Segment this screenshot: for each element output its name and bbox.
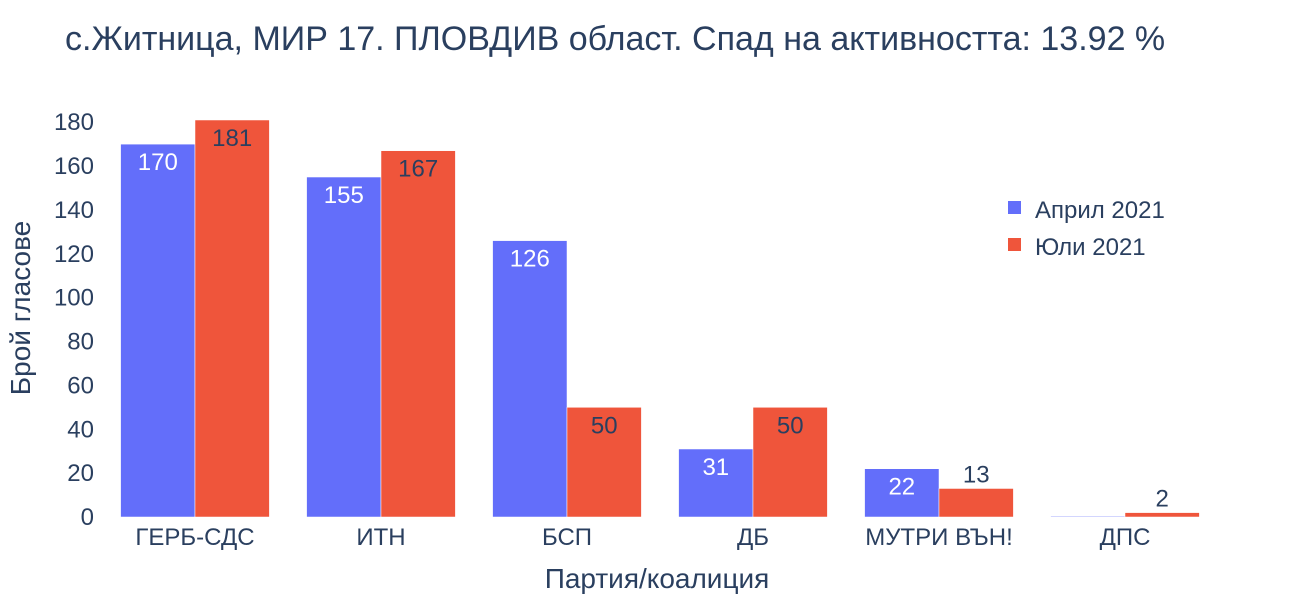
bar-july-2021 (194, 119, 270, 518)
bar-april-2021 (306, 176, 382, 518)
legend: Април 2021 Юли 2021 (1008, 197, 1165, 261)
bar-value-label: 126 (510, 246, 550, 273)
x-tick-label: ДБ (737, 524, 769, 551)
bar-value-label: 167 (398, 156, 438, 183)
bar-value-label: 50 (591, 412, 618, 439)
bar-july-2021 (1124, 512, 1200, 518)
bar-july-2021 (752, 407, 828, 518)
bar-value-label: 2 (1156, 486, 1169, 513)
y-tick-label: 160 (54, 153, 94, 180)
bar-july-2021 (380, 150, 456, 518)
bar-value-label: 22 (888, 474, 915, 501)
bar-value-label: 155 (324, 182, 364, 209)
bar-april-2021 (678, 448, 754, 518)
x-axis-title: Партия/коалиция (545, 563, 770, 594)
bar-july-2021 (566, 407, 642, 518)
y-tick-label: 140 (54, 197, 94, 224)
x-axis: ГЕРБ-СДС ИТН БСП ДБ МУТРИ ВЪН! ДПС (135, 524, 1150, 551)
x-tick-label: МУТРИ ВЪН! (865, 524, 1012, 551)
chart-title: с.Житница, МИР 17. ПЛОВДИВ област. Спад … (65, 20, 1165, 58)
bar-value-label: 170 (138, 149, 178, 176)
y-axis-title: Брой гласове (5, 221, 36, 395)
legend-label: Юли 2021 (1035, 234, 1146, 261)
legend-label: Април 2021 (1035, 197, 1165, 224)
x-tick-label: ГЕРБ-СДС (135, 524, 254, 551)
bar-april-2021 (492, 240, 568, 518)
bar-value-label: 31 (702, 454, 729, 481)
y-tick-label: 0 (81, 504, 94, 531)
y-tick-label: 80 (67, 329, 94, 356)
x-tick-label: ИТН (356, 524, 405, 551)
bar-april-2021 (1050, 515, 1126, 518)
bar-july-2021 (938, 488, 1014, 518)
y-tick-label: 180 (54, 109, 94, 136)
x-tick-label: БСП (542, 524, 592, 551)
bar-value-label: 13 (963, 461, 990, 488)
y-tick-label: 40 (67, 416, 94, 443)
y-tick-label: 120 (54, 241, 94, 268)
y-tick-label: 100 (54, 285, 94, 312)
bar-april-2021 (120, 143, 196, 518)
legend-swatch (1008, 201, 1021, 214)
bar-april-2021 (864, 468, 940, 518)
bars: 170 181 155 167 126 50 31 50 22 13 2 (120, 119, 1200, 518)
bar-value-label: 181 (212, 125, 252, 152)
y-axis: 0 20 40 60 80 100 120 140 160 180 (54, 109, 94, 531)
x-tick-label: ДПС (1100, 524, 1151, 551)
y-tick-label: 20 (67, 460, 94, 487)
y-tick-label: 60 (67, 372, 94, 399)
bar-value-label: 50 (777, 412, 804, 439)
legend-swatch (1008, 238, 1021, 251)
